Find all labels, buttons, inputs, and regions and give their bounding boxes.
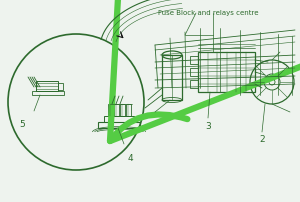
Bar bbox=[114, 104, 119, 116]
Text: Fuse Block and relays centre: Fuse Block and relays centre bbox=[158, 10, 258, 16]
Bar bbox=[190, 80, 198, 88]
Bar bbox=[120, 104, 125, 116]
Bar bbox=[126, 104, 131, 116]
FancyArrowPatch shape bbox=[110, 0, 300, 141]
Bar bbox=[190, 56, 198, 64]
Bar bbox=[108, 104, 113, 116]
Text: 3: 3 bbox=[205, 122, 211, 131]
Bar bbox=[98, 122, 140, 128]
Text: 4: 4 bbox=[127, 154, 133, 163]
Bar bbox=[198, 52, 255, 92]
Bar bbox=[58, 83, 63, 90]
Text: 2: 2 bbox=[259, 135, 265, 144]
Bar bbox=[162, 55, 182, 100]
Bar bbox=[190, 68, 198, 76]
Text: 5: 5 bbox=[19, 120, 25, 129]
Bar bbox=[36, 81, 58, 91]
Bar bbox=[104, 116, 134, 122]
Bar bbox=[32, 91, 64, 95]
